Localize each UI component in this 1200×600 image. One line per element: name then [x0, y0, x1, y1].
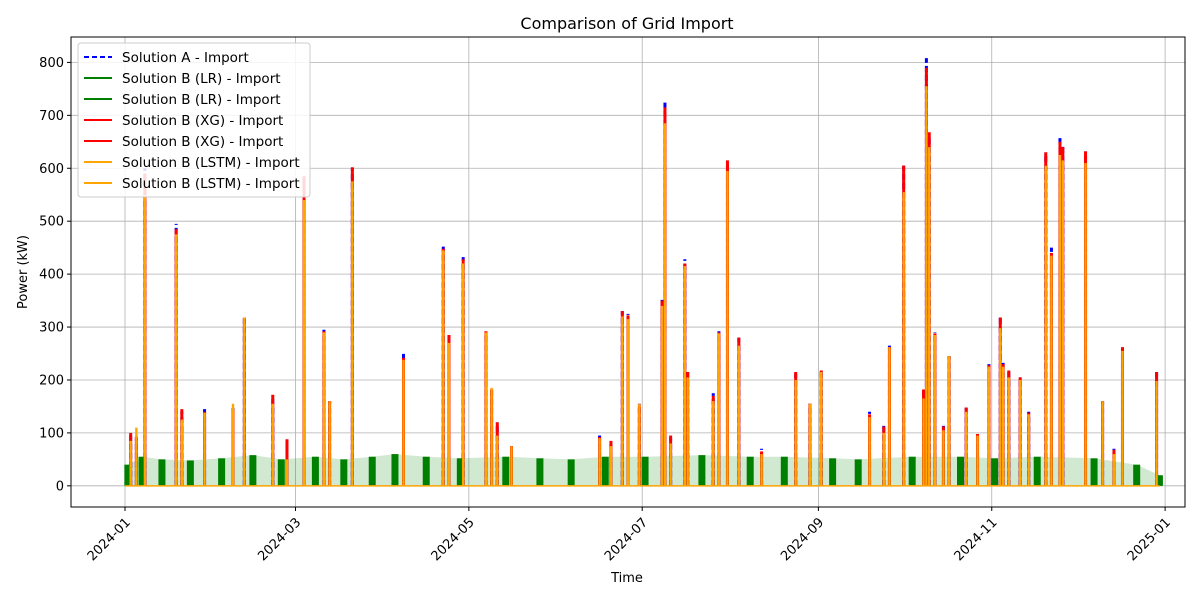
y-axis-ticks: 0 100 200 300 400 500 600 700 800 — [39, 56, 71, 494]
series-solution-b-lr-import — [124, 454, 1163, 486]
plot-frame — [70, 36, 1186, 508]
legend-entry: Solution B (LR) - Import — [122, 92, 281, 108]
y-axis-label: Power (kW) — [16, 235, 31, 309]
y-tick-label: 100 — [39, 426, 64, 441]
chart-title: Comparison of Grid Import — [520, 14, 733, 33]
plot-area — [124, 58, 1163, 487]
legend-entry: Solution B (LSTM) - Import — [122, 176, 300, 192]
series-solution-b-lstm-import — [129, 86, 1158, 486]
y-tick-label: 500 — [39, 215, 64, 230]
legend-box — [77, 42, 311, 198]
legend-entry: Solution B (XG) - Import — [122, 113, 283, 129]
legend-entry: Solution A - Import — [122, 50, 249, 66]
legend-entry: Solution B (LR) - Import — [122, 71, 281, 87]
legend: Solution A - Import Solution B (LR) - Imp… — [77, 42, 311, 198]
y-tick-label: 600 — [39, 162, 64, 177]
y-tick-label: 700 — [39, 109, 64, 124]
legend-entry: Solution B (XG) - Import — [122, 134, 283, 150]
y-tick-label: 800 — [39, 56, 64, 71]
y-tick-label: 400 — [39, 268, 64, 283]
legend-entry: Solution B (LSTM) - Import — [122, 155, 300, 171]
y-tick-label: 0 — [56, 479, 64, 494]
y-tick-label: 200 — [39, 373, 64, 388]
y-tick-label: 300 — [39, 321, 64, 336]
x-axis-label: Time — [610, 571, 643, 586]
